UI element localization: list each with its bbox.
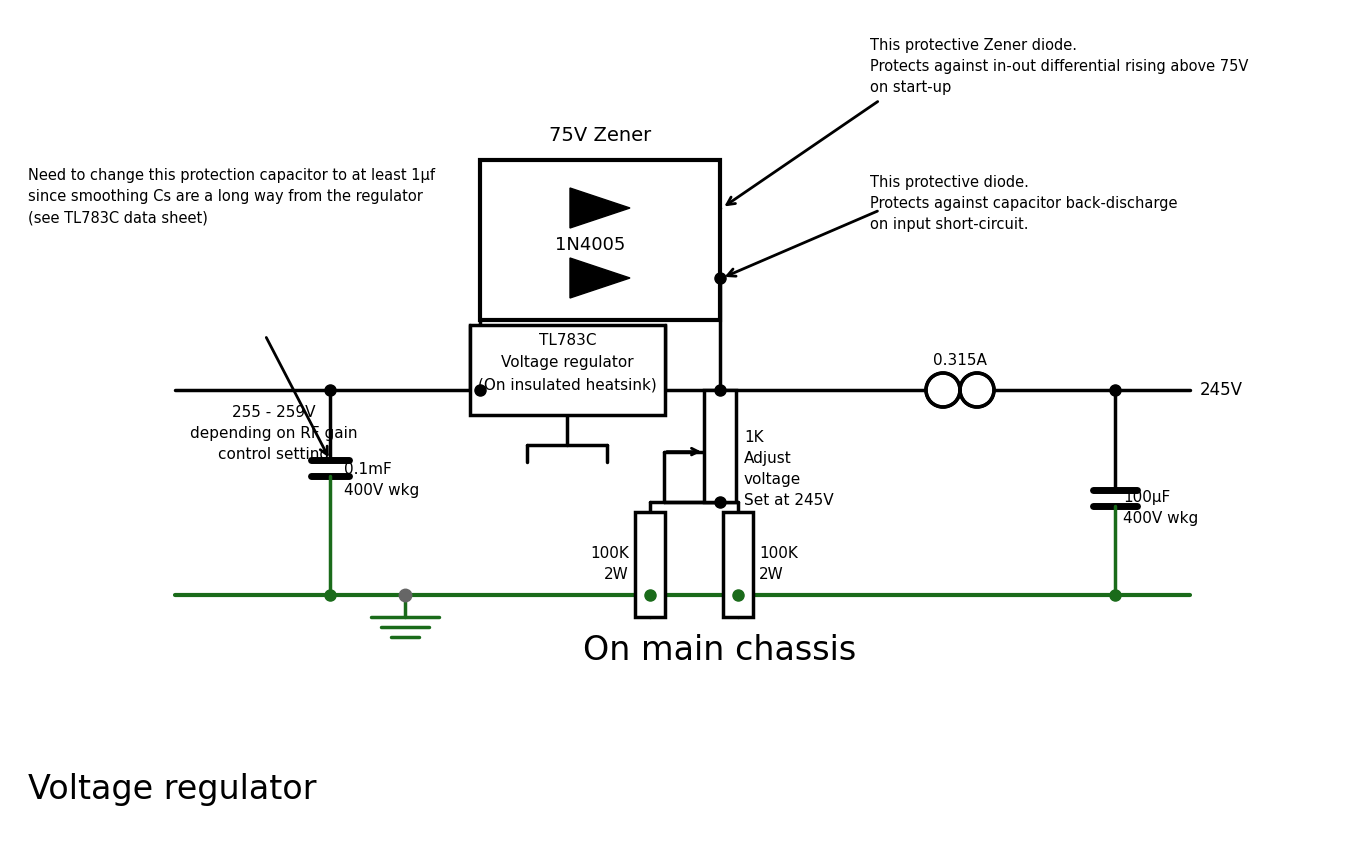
Text: 1N4005: 1N4005 [555,236,625,254]
Text: 255 - 259V
depending on RF gain
control setting: 255 - 259V depending on RF gain control … [190,405,357,462]
Text: Need to change this protection capacitor to at least 1μf
since smoothing Cs are : Need to change this protection capacitor… [27,168,435,225]
Text: On main chassis: On main chassis [583,633,856,667]
Bar [705,390,736,502]
Polygon shape [570,258,631,298]
Circle shape [928,374,959,406]
Text: This protective Zener diode.
Protects against in-out differential rising above 7: This protective Zener diode. Protects ag… [870,38,1249,95]
Text: 100K
2W: 100K 2W [759,546,798,582]
Text: Voltage regulator: Voltage regulator [27,774,316,807]
Bar [635,512,665,617]
Bar [724,512,752,617]
Polygon shape [570,188,631,228]
Text: 1K
Adjust
voltage
Set at 245V: 1K Adjust voltage Set at 245V [744,430,833,508]
Text: 0.315A: 0.315A [933,353,986,368]
Text: This protective diode.
Protects against capacitor back-discharge
on input short-: This protective diode. Protects against … [870,175,1178,232]
Text: 75V Zener: 75V Zener [549,126,651,145]
Text: 100μF
400V wkg: 100μF 400V wkg [1123,490,1198,526]
Text: 100K
2W: 100K 2W [590,546,629,582]
Text: TL783C
Voltage regulator
(On insulated heatsink): TL783C Voltage regulator (On insulated h… [479,333,657,392]
Circle shape [962,374,993,406]
Text: 245V: 245V [1200,381,1244,399]
Bar [480,160,720,320]
Bar [471,325,665,415]
Text: 0.1mF
400V wkg: 0.1mF 400V wkg [343,462,419,498]
